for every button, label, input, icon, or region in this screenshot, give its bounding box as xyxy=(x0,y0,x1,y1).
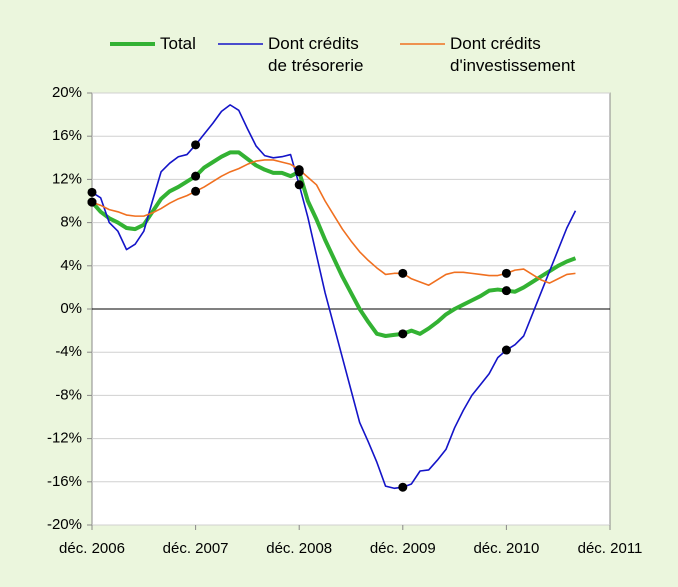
point-marker xyxy=(501,345,511,355)
y-tick-label: 0% xyxy=(60,300,82,317)
point-marker xyxy=(501,268,511,278)
y-tick-label: 4% xyxy=(60,257,82,274)
x-tick-label: déc. 2009 xyxy=(370,540,436,557)
y-tick-label: -4% xyxy=(55,343,82,360)
series-line xyxy=(91,159,576,287)
legend-label: Dont crédits de trésorerie xyxy=(268,34,364,75)
legend-label: Dont crédits d'investissement xyxy=(450,34,576,75)
x-tick-label: déc. 2010 xyxy=(473,540,539,557)
point-marker xyxy=(191,186,201,196)
x-tick-label: déc. 2011 xyxy=(578,540,643,557)
point-marker xyxy=(191,140,201,150)
y-tick-label: -20% xyxy=(47,516,82,533)
point-marker xyxy=(87,187,97,197)
x-tick-label: déc. 2006 xyxy=(59,540,125,557)
y-tick-label: 20% xyxy=(52,84,82,101)
point-marker xyxy=(398,329,408,339)
y-tick-label: 16% xyxy=(52,127,82,144)
y-tick-label: 12% xyxy=(52,170,82,187)
point-marker xyxy=(294,165,304,175)
x-tick-label: déc. 2008 xyxy=(266,540,332,557)
y-tick-label: 8% xyxy=(60,214,82,231)
y-tick-label: -8% xyxy=(55,386,82,403)
y-tick-label: -16% xyxy=(47,473,82,490)
point-marker xyxy=(87,197,97,207)
point-marker xyxy=(501,286,511,296)
legend-label: Total xyxy=(160,34,196,53)
y-tick-label: -12% xyxy=(47,430,82,447)
series-line xyxy=(90,150,577,338)
point-marker xyxy=(294,180,304,190)
point-marker xyxy=(191,171,201,181)
x-tick-label: déc. 2007 xyxy=(163,540,229,557)
point-marker xyxy=(398,482,408,492)
point-marker xyxy=(398,268,408,278)
series-line xyxy=(91,104,577,490)
